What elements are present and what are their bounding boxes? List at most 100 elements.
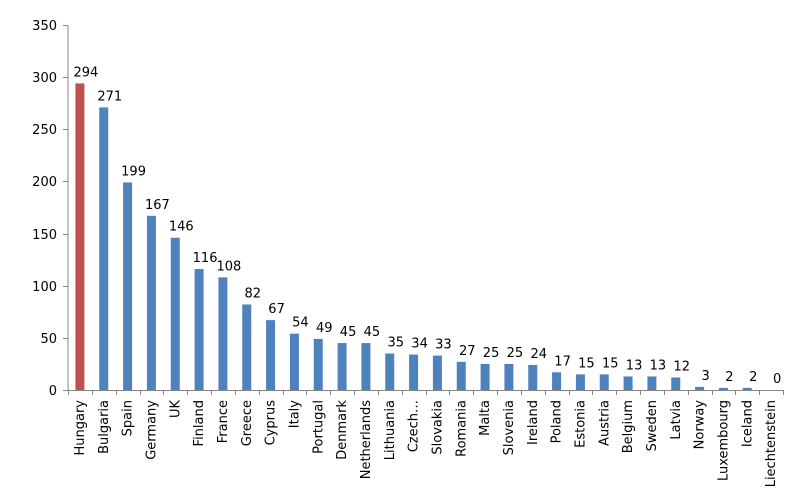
y-tick-label: 50 <box>40 332 57 347</box>
data-label: 35 <box>387 336 404 351</box>
bar <box>242 304 252 390</box>
bar <box>361 343 371 390</box>
category-label: Estonia <box>573 400 588 448</box>
data-label: 116 <box>193 251 218 266</box>
bar <box>218 277 228 390</box>
category-label: Iceland <box>740 400 755 447</box>
bar <box>742 387 752 390</box>
bar <box>385 353 395 390</box>
data-label: 146 <box>169 220 194 235</box>
bar <box>623 376 633 390</box>
bar <box>170 237 180 390</box>
bar <box>528 364 538 390</box>
data-label: 27 <box>459 344 476 359</box>
data-label: 17 <box>554 354 571 369</box>
data-label: 49 <box>316 321 333 336</box>
bar <box>337 343 347 390</box>
category-label: Sweden <box>645 400 660 451</box>
data-label: 271 <box>97 89 122 104</box>
data-label: 82 <box>244 286 261 301</box>
category-label: Portugal <box>311 400 326 454</box>
y-tick-label: 150 <box>32 228 57 243</box>
y-axis: 0 50 100 150 200 250 300 350 <box>32 19 69 399</box>
category-label: Slovenia <box>502 400 517 455</box>
category-label: Belgium <box>621 400 636 453</box>
category-label: Latvia <box>669 400 684 440</box>
data-label: 54 <box>292 316 309 331</box>
bar <box>552 372 562 390</box>
data-label: 67 <box>268 302 285 317</box>
bar <box>194 269 204 390</box>
category-label: Lithuania <box>383 400 398 460</box>
category-label: Czech… <box>407 400 422 452</box>
bar <box>146 215 156 390</box>
bar <box>504 363 514 390</box>
bar <box>456 361 466 390</box>
data-label: 15 <box>578 356 595 371</box>
y-tick-label: 350 <box>32 19 57 34</box>
data-label: 34 <box>411 337 428 352</box>
bar <box>671 377 681 390</box>
category-label: Germany <box>144 400 159 460</box>
category-label: Luxembourg <box>716 400 731 481</box>
category-label: Ireland <box>526 400 541 445</box>
category-label: Netherlands <box>359 400 374 479</box>
bar <box>695 386 705 390</box>
category-label: Bulgaria <box>97 400 112 454</box>
category-label: Malta <box>478 400 493 436</box>
bar <box>266 320 276 390</box>
data-label: 3 <box>701 369 709 384</box>
data-label: 13 <box>626 358 643 373</box>
bar <box>480 363 490 390</box>
category-label: Cyprus <box>264 400 279 446</box>
data-label: 2 <box>725 370 733 385</box>
y-tick-label: 250 <box>32 123 57 138</box>
category-label: Greece <box>240 400 255 446</box>
category-label: Norway <box>693 400 708 450</box>
data-label: 13 <box>650 358 667 373</box>
category-label: Austria <box>597 400 612 446</box>
bar <box>409 354 419 390</box>
data-label: 33 <box>435 338 452 353</box>
data-label: 25 <box>507 346 524 361</box>
category-label: Liechtenstein <box>764 400 779 487</box>
bar <box>313 338 323 390</box>
bar <box>123 182 133 390</box>
data-label: 24 <box>530 347 547 362</box>
data-label: 199 <box>121 164 146 179</box>
data-label: 15 <box>602 356 619 371</box>
data-label: 2 <box>749 370 757 385</box>
x-axis <box>68 390 784 395</box>
bar <box>75 83 85 391</box>
bar <box>718 387 728 390</box>
data-label: 45 <box>364 325 381 340</box>
y-tick-label: 100 <box>32 280 57 295</box>
bar <box>432 355 442 390</box>
category-label: Spain <box>121 400 136 436</box>
bars <box>75 83 752 391</box>
data-label: 167 <box>145 198 170 213</box>
category-label: Hungary <box>73 400 88 456</box>
bar <box>599 374 609 390</box>
y-tick-label: 0 <box>49 384 57 399</box>
data-label: 45 <box>340 325 357 340</box>
data-label: 12 <box>673 359 690 374</box>
bar <box>647 376 657 390</box>
category-label: Italy <box>287 400 302 429</box>
bar <box>289 333 299 390</box>
bar <box>575 374 585 390</box>
category-labels: Hungary Bulgaria Spain Germany UK Finland Fran… <box>73 400 779 488</box>
data-label: 108 <box>217 259 242 274</box>
category-label: Poland <box>550 400 565 443</box>
category-label: Finland <box>192 400 207 446</box>
category-label: France <box>216 400 231 443</box>
data-label: 0 <box>773 372 781 387</box>
category-label: Romania <box>454 400 469 457</box>
y-tick-label: 200 <box>32 175 57 190</box>
data-label: 294 <box>74 65 99 80</box>
y-tick-label: 300 <box>32 71 57 86</box>
category-label: UK <box>168 400 183 419</box>
data-label: 25 <box>483 346 500 361</box>
